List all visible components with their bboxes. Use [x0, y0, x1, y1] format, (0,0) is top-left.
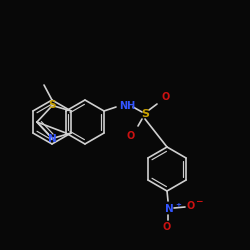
Text: S: S — [48, 100, 56, 110]
Text: N: N — [165, 204, 173, 214]
Text: N: N — [48, 134, 57, 143]
Text: O: O — [127, 131, 135, 141]
Text: O: O — [163, 222, 171, 232]
Text: −: − — [195, 198, 203, 206]
Text: O: O — [187, 201, 195, 211]
Text: NH: NH — [119, 101, 135, 111]
Text: +: + — [175, 202, 181, 208]
Text: O: O — [162, 92, 170, 102]
Text: S: S — [141, 109, 149, 119]
